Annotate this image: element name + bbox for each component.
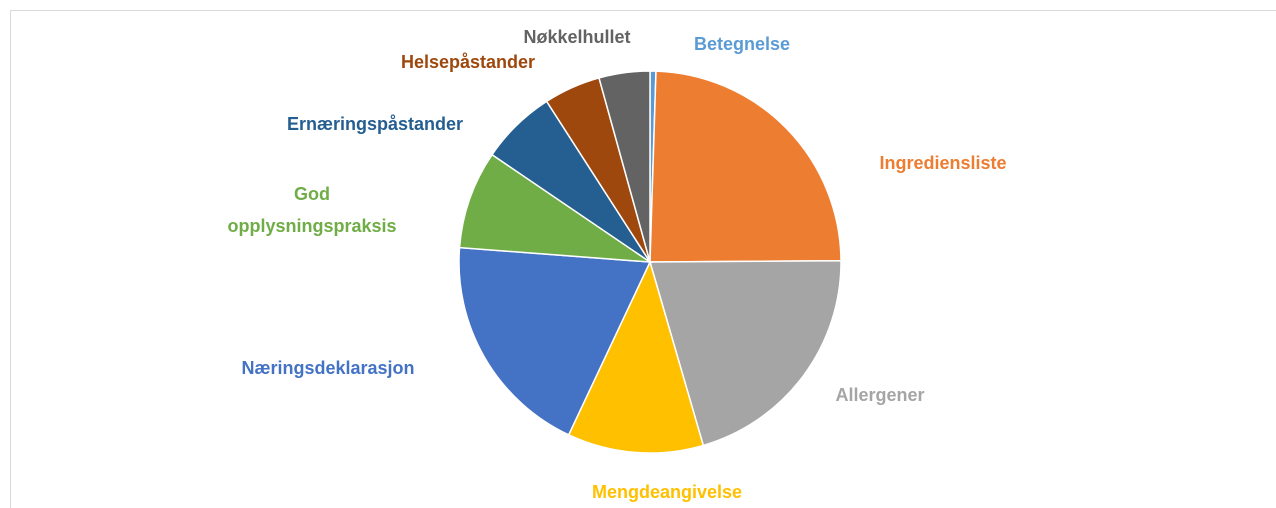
slice-label: Betegnelse: [693, 34, 791, 54]
slice-label: God opplysningspraksis: [227, 184, 397, 236]
slice-label: Nøkkelhullet: [523, 27, 631, 47]
slice-label: Ingrediensliste: [879, 153, 1007, 173]
pie-slice: [458, 246, 652, 436]
chart-border: [10, 10, 1276, 508]
pie-slice: [649, 260, 842, 447]
pie-slice: [598, 70, 651, 263]
slice-label: Mengdeangivelse: [591, 482, 743, 502]
slice-label: Næringsdeklarasjon: [241, 358, 415, 378]
pie-slice: [649, 70, 842, 263]
slice-label: Helsepåstander: [400, 52, 536, 72]
pie-slice: [458, 153, 653, 263]
slice-label: Ernæringspåstander: [286, 114, 464, 134]
pie-slice: [567, 259, 705, 454]
slice-label: Allergener: [835, 385, 925, 405]
